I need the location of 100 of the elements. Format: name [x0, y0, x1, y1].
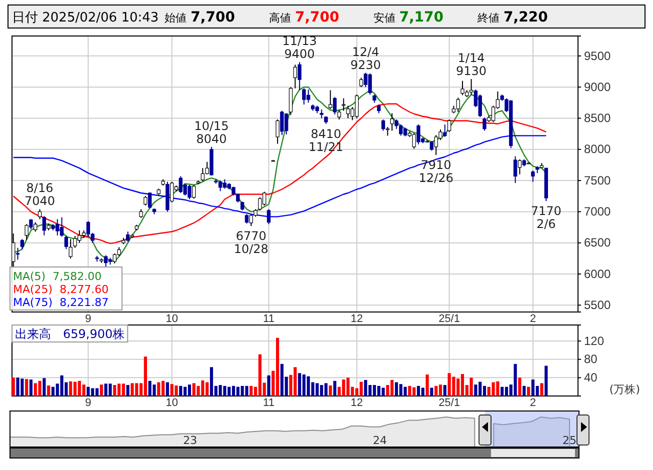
candlestick — [390, 112, 394, 132]
candlestick — [148, 192, 152, 210]
y-tick-label: 7000 — [584, 204, 612, 219]
candlestick — [42, 216, 46, 236]
chart-title: 出来高 659,900株 — [15, 327, 125, 341]
bar — [474, 384, 478, 396]
candlestick — [86, 220, 90, 238]
bar — [144, 356, 147, 396]
y-tick-label: 80 — [584, 352, 598, 366]
bar — [518, 378, 522, 396]
candlestick — [412, 132, 416, 150]
bar — [122, 384, 125, 396]
candlestick — [359, 77, 364, 88]
bar — [174, 385, 178, 396]
text: 終値 7,220 — [476, 10, 548, 26]
candlestick — [332, 96, 337, 115]
bar — [60, 375, 64, 396]
candlestick — [288, 86, 293, 116]
bar — [152, 384, 156, 396]
bar — [328, 385, 332, 396]
bar — [390, 380, 394, 396]
candlestick — [478, 94, 482, 118]
candlestick — [513, 156, 518, 184]
annotation: 7170 2/6 — [530, 204, 562, 232]
text: 高値 7,700 — [268, 10, 340, 26]
bar — [267, 375, 270, 396]
y-tick-label: 5500 — [584, 298, 612, 312]
bar — [82, 384, 86, 396]
bar — [166, 382, 170, 396]
bar — [42, 378, 46, 396]
candlestick — [144, 196, 148, 206]
candlestick — [16, 247, 20, 260]
x-tick-label: 2 — [530, 312, 536, 325]
x-tick-label: 9 — [85, 312, 92, 325]
x-tick-label: 25/1 — [438, 396, 460, 409]
bar — [438, 384, 442, 396]
x-tick-label: 11 — [263, 396, 274, 409]
annotation: 12/4 9230 — [350, 44, 381, 72]
bar — [426, 374, 429, 396]
candlestick — [398, 124, 403, 136]
y-axis-title: (万株) — [609, 383, 640, 396]
bar — [421, 388, 424, 396]
bar — [130, 383, 134, 396]
candlestick — [443, 124, 447, 138]
text: 日付 2025/02/06 10:43 — [12, 10, 159, 26]
text: 安値 7,170 — [373, 10, 444, 26]
bar — [522, 386, 526, 396]
bar — [430, 388, 434, 396]
candlestick — [328, 90, 332, 110]
candlestick — [178, 176, 183, 194]
bar — [69, 381, 72, 396]
candlestick — [38, 208, 42, 220]
candlestick — [482, 117, 486, 132]
candlestick — [456, 97, 460, 113]
y-tick-label: 8500 — [584, 111, 612, 126]
y-tick-label: 8000 — [584, 142, 612, 156]
x-tick-label: 24 — [372, 434, 387, 447]
bar — [324, 383, 328, 396]
series-label: MA(5) 7,582.00 — [13, 270, 102, 283]
candlestick — [293, 64, 297, 89]
candlestick — [258, 196, 262, 211]
bar — [504, 386, 508, 396]
annotation: 1/14 9130 — [456, 50, 487, 78]
bar — [38, 380, 42, 396]
bar — [250, 386, 253, 396]
candlestick — [276, 118, 280, 144]
candlestick — [218, 180, 222, 192]
annotation: 10/15 8040 — [194, 118, 229, 146]
bar — [434, 386, 438, 396]
y-tick-label: 120 — [584, 334, 604, 348]
candlestick — [222, 178, 227, 190]
bar — [482, 386, 486, 396]
candlestick — [469, 78, 474, 96]
candlestick — [126, 231, 130, 242]
bar — [333, 380, 336, 396]
y-tick-label: 6000 — [584, 266, 612, 281]
y-tick-label: 40 — [584, 370, 598, 385]
x-tick-label: 25 — [562, 434, 577, 447]
candlestick — [447, 118, 452, 132]
candlestick — [104, 254, 108, 268]
bar — [51, 386, 55, 396]
y-tick-label: 7500 — [584, 173, 612, 188]
bar — [382, 388, 385, 396]
bar — [492, 382, 495, 396]
bar — [448, 373, 451, 396]
y-tick-label: 6500 — [584, 236, 612, 250]
bar — [47, 385, 50, 396]
y-tick-label: 9500 — [584, 48, 612, 63]
x-tick-label: 2 — [530, 396, 536, 409]
bar — [188, 384, 192, 396]
bar — [540, 383, 544, 396]
bar — [201, 380, 204, 396]
candlestick — [170, 181, 174, 203]
candlestick — [298, 62, 302, 91]
bar — [232, 386, 236, 396]
candlestick — [354, 94, 359, 119]
bar — [470, 378, 473, 396]
bar — [223, 386, 226, 396]
bar — [117, 384, 121, 396]
candlestick — [68, 238, 72, 259]
